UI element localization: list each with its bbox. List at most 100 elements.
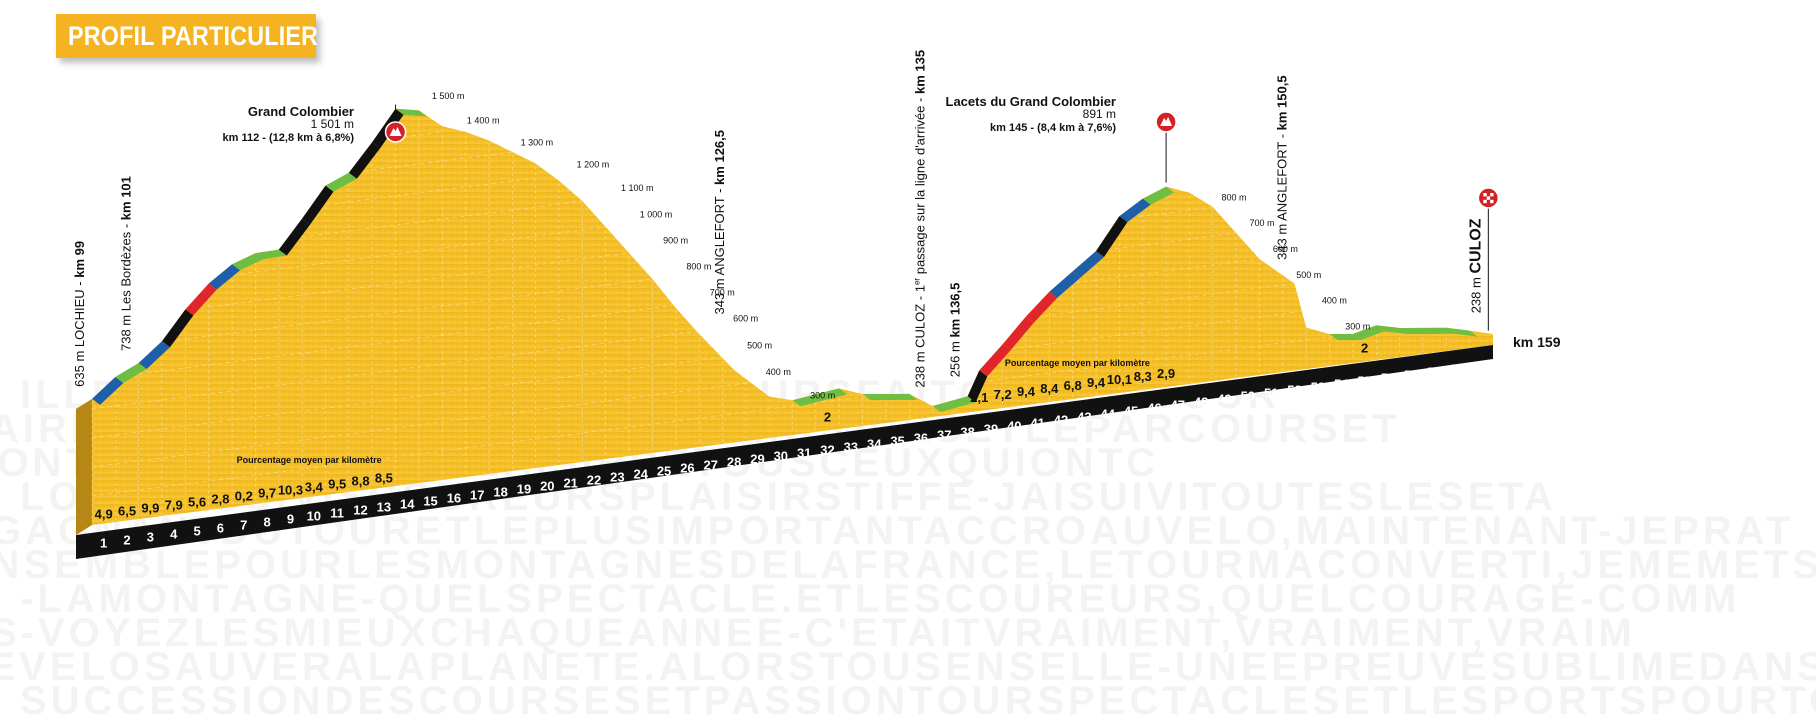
altitude-label: 700 m [1249,218,1274,228]
altitude-label: 1 500 m [432,91,465,101]
ridge-segment [1002,316,1034,351]
ridge-segment [1072,251,1105,278]
km-tick-label: 40 [1007,419,1021,434]
km-tick-label: 11 [330,506,344,521]
annotation-part: 343 m ANGLEFORT - [1275,130,1290,260]
altitude-guide [348,151,513,174]
grade-label: 7,9 [165,498,183,513]
km-tick-label: 49 [1217,392,1231,407]
summit-detail: km 112 - (12,8 km à 6,8%) [223,132,355,144]
ridge-segment [162,309,194,348]
ridge-segment [1049,271,1081,298]
km-tick-label: 15 [423,494,437,509]
grade-label: 2,1 [970,390,988,405]
ridge-segment [1329,334,1361,341]
grade-label: 6,5 [118,504,136,519]
altitude-label: 800 m [686,261,711,271]
summit-name: Grand Colombier [248,104,354,119]
km-tick-label: 23 [610,470,624,485]
km-tick-label: 57 [1404,368,1418,383]
km-tick-label: 41 [1030,416,1044,431]
km-tick-label: 31 [797,446,811,461]
ridge-segment [302,185,334,225]
km-tick-label: 12 [353,503,367,518]
grade-label: 4,9 [95,507,113,522]
annotation-part: km 101 [119,176,134,220]
grade-label: 9,5 [328,477,346,492]
ridge-segment [1422,327,1455,334]
page-title: PROFIL PARTICULIER [68,20,319,51]
altitude-guide [115,232,1237,378]
annotation-part: 256 m [948,338,963,378]
ridge-segment [208,264,241,290]
terrain-cut-face [76,398,92,535]
checker-square [1490,199,1494,204]
watermark-row: S-VOYEZLESMIEUXCHAQUEANNEE-C'ETAITVRAIME… [0,611,1636,655]
km-tick-label: 8 [264,515,271,530]
terrain-top-face [92,108,1493,526]
legend-note: Pourcentage moyen par kilomètre [1005,358,1150,368]
km-tick-label: 48 [1194,395,1208,410]
km-tick-label: 54 [1334,377,1349,392]
km-tick-label: 44 [1100,407,1115,422]
ridge-segment [1026,291,1058,323]
ridge-segment [278,218,311,256]
ridge-segment [862,394,894,401]
base-band-face [76,345,1493,559]
grade-label: 8,8 [351,474,369,489]
km-tick-label: 10 [307,509,321,524]
base-band [76,345,1493,559]
annotation-part: er [913,278,922,285]
altitude-label: 500 m [747,341,772,351]
grade-label-flat: 2 [1361,341,1368,356]
altitude-label: 600 m [1273,244,1298,254]
ridge-segment [967,370,988,403]
km-tick-label: 56 [1381,371,1395,386]
altitude-guide [91,283,1295,439]
location-annotation: 256 m km 136,5 [948,283,963,378]
km-tick-label: 4 [170,527,178,542]
altitude-label: 1 100 m [621,183,654,193]
km-tick-label: 29 [750,452,764,467]
watermark-row: LEVELOSAUVERALAPLANETE.ALORSTOUSENSELLE-… [0,645,1816,689]
altitude-guide [185,252,630,311]
km-tick-label: 6 [217,521,224,536]
location-annotation: 238 m CULOZ [1467,218,1484,313]
checker-square [1483,193,1487,197]
annotation-part: km 126,5 [712,130,727,185]
ridge-segment [815,388,848,401]
altitude-label: 900 m [663,235,688,245]
annotation-part: km 99 [72,241,87,278]
altitude-guide [91,258,1260,410]
altitude-guide [302,200,583,238]
altitude-label: 300 m [1345,322,1370,332]
km-tick-label: 52 [1287,383,1301,398]
grade-label: 9,7 [258,486,276,501]
km-tick-label: 28 [727,455,741,470]
altitude-label: 300 m [810,391,835,401]
km-tick-label: 24 [633,467,648,482]
altitude-label: 400 m [766,367,791,377]
km-tick-label: 18 [493,485,507,500]
km-tick-label: 27 [704,458,718,473]
terrain-area [92,108,1493,526]
ridge-segment [92,377,124,405]
altitude-labels: 1 500 m 1 400 m 1 300 m 1 200 m 1 100 m 1 000… [432,91,1370,400]
ridge-segment [1446,327,1478,337]
altitude-guide [325,177,536,206]
watermark-row: ENSEMBLEPOURLESMONTAGNESDELAFRANCE,LETOU… [0,543,1816,587]
grade-label: 8,5 [375,471,393,486]
km-tick-label: 35 [890,434,904,449]
km-end-label: km 159 [1513,334,1561,350]
mountain-icon [1160,117,1173,126]
km-tick-label: 58 [1427,365,1441,380]
km-tick-label: 14 [400,497,415,512]
km-tick-label: 22 [587,473,601,488]
altitude-label: 400 m [1322,296,1347,306]
terrain-side-face [76,398,92,535]
location-annotation: 238 m CULOZ - 1er passage sur la ligne d… [913,50,928,388]
ridge-segment [932,396,976,412]
annotation-part: 238 m [1468,274,1483,314]
ridge-segment [255,249,287,260]
